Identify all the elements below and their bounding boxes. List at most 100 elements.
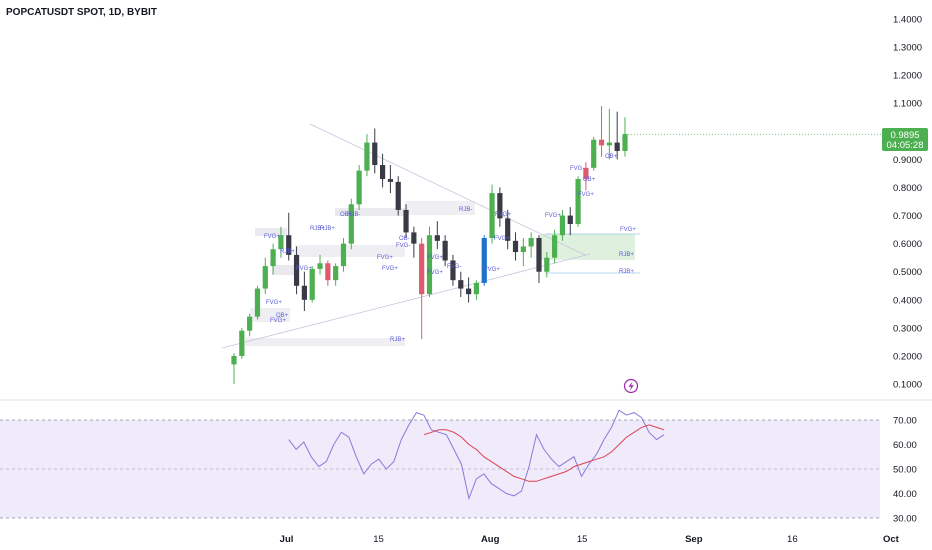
candle-body bbox=[293, 254, 300, 286]
candle bbox=[567, 207, 573, 236]
rsi-axis-tick: 40.00 bbox=[893, 489, 917, 500]
candle bbox=[262, 257, 268, 295]
annotation-label: FVG+ bbox=[264, 234, 280, 240]
annotation-label: OB+ bbox=[605, 154, 618, 160]
countdown-timer: 04:05:28 bbox=[887, 140, 924, 151]
candle bbox=[379, 153, 386, 188]
candle-body bbox=[395, 181, 401, 210]
candle bbox=[497, 187, 503, 227]
candle-body bbox=[387, 179, 393, 182]
x-axis-label: Jul bbox=[280, 534, 294, 545]
candle bbox=[286, 212, 292, 261]
candle bbox=[372, 128, 378, 174]
price-axis-tick: 1.2000 bbox=[893, 71, 922, 82]
annotation-label: RJB+ bbox=[280, 249, 295, 255]
candle bbox=[614, 111, 620, 160]
price-axis-tick: 0.2000 bbox=[893, 351, 922, 362]
annotation-label: FVG+ bbox=[296, 266, 312, 272]
candle-body bbox=[403, 209, 409, 233]
annotation-label: FVG+ bbox=[382, 266, 398, 272]
candle-body bbox=[340, 243, 347, 267]
candle-body bbox=[552, 235, 558, 258]
candle bbox=[301, 271, 307, 312]
rsi-axis-tick: 30.00 bbox=[893, 514, 917, 525]
candle bbox=[598, 106, 605, 157]
candle bbox=[606, 108, 612, 160]
zone-box bbox=[272, 265, 297, 275]
candle-body bbox=[239, 330, 245, 356]
candle bbox=[466, 277, 472, 303]
last-price: 0.9895 bbox=[890, 130, 919, 141]
candle-body bbox=[559, 215, 566, 236]
candle bbox=[489, 184, 495, 244]
candle-body bbox=[505, 218, 511, 241]
candle-body bbox=[333, 266, 339, 281]
candle-body bbox=[544, 257, 550, 272]
annotation-label: FVG+ bbox=[495, 212, 511, 218]
candle-body bbox=[309, 268, 315, 300]
annotation-label: RJB+ bbox=[619, 269, 634, 275]
candle bbox=[434, 221, 440, 250]
zone-box bbox=[295, 245, 405, 257]
annotation-label: FVG+ bbox=[494, 236, 510, 242]
candle bbox=[403, 204, 409, 239]
candle bbox=[512, 232, 519, 261]
candle-body bbox=[262, 266, 268, 289]
annotation-label: FVG+ bbox=[266, 300, 282, 306]
candle-body bbox=[348, 204, 354, 244]
candle bbox=[528, 232, 534, 258]
price-axis-tick: 0.1000 bbox=[893, 380, 922, 391]
rsi-ma-line bbox=[423, 424, 665, 482]
price-axis-tick: 0.3000 bbox=[893, 323, 922, 334]
x-axis-label: Sep bbox=[685, 534, 703, 545]
annotation-label: FVG+ bbox=[377, 255, 393, 261]
candle bbox=[505, 209, 511, 250]
annotation-label: FVG- bbox=[570, 166, 584, 172]
candle bbox=[426, 226, 433, 297]
x-axis-label: 15 bbox=[577, 534, 588, 545]
price-axis-tick: 0.7000 bbox=[893, 211, 922, 222]
candle-body bbox=[379, 165, 386, 180]
price-axis-tick: 0.4000 bbox=[893, 295, 922, 306]
candle bbox=[481, 235, 487, 286]
chart-title: POPCATUSDT SPOT, 1D, BYBIT bbox=[6, 7, 157, 18]
candle bbox=[293, 246, 300, 295]
candle bbox=[419, 238, 425, 340]
annotation-label: OB+ bbox=[276, 313, 289, 319]
zone-box bbox=[405, 201, 475, 215]
candle bbox=[559, 209, 566, 241]
candle bbox=[450, 254, 456, 286]
candle-body bbox=[317, 263, 323, 269]
zone-box bbox=[245, 338, 405, 346]
candle bbox=[411, 226, 417, 258]
candle bbox=[395, 176, 401, 216]
annotation-label: FVG+ bbox=[545, 213, 561, 219]
candle-body bbox=[481, 238, 487, 283]
candle-body bbox=[528, 238, 534, 247]
lightning-icon[interactable] bbox=[623, 378, 639, 394]
candle-body bbox=[450, 260, 456, 281]
candle bbox=[458, 271, 464, 297]
annotation-label: OB+ bbox=[340, 212, 353, 218]
candle bbox=[473, 280, 480, 300]
candle bbox=[536, 235, 542, 283]
candle bbox=[333, 263, 339, 286]
candle-body bbox=[497, 193, 503, 219]
annotation-label: RJB- bbox=[347, 212, 360, 218]
candle-body bbox=[231, 355, 237, 365]
candle-body bbox=[419, 243, 425, 295]
candle bbox=[583, 162, 589, 191]
candle-body bbox=[614, 142, 620, 151]
candle bbox=[387, 165, 393, 194]
annotation-label: FVG- bbox=[396, 243, 410, 249]
candle-body bbox=[372, 142, 378, 166]
zone-box bbox=[255, 228, 287, 236]
annotation-label: RJB+ bbox=[310, 226, 325, 232]
candle-body bbox=[520, 246, 526, 253]
candle bbox=[309, 266, 315, 303]
candle-body bbox=[466, 288, 472, 295]
candle bbox=[552, 229, 558, 264]
rsi-axis-tick: 60.00 bbox=[893, 440, 917, 451]
candle-body bbox=[575, 179, 581, 224]
